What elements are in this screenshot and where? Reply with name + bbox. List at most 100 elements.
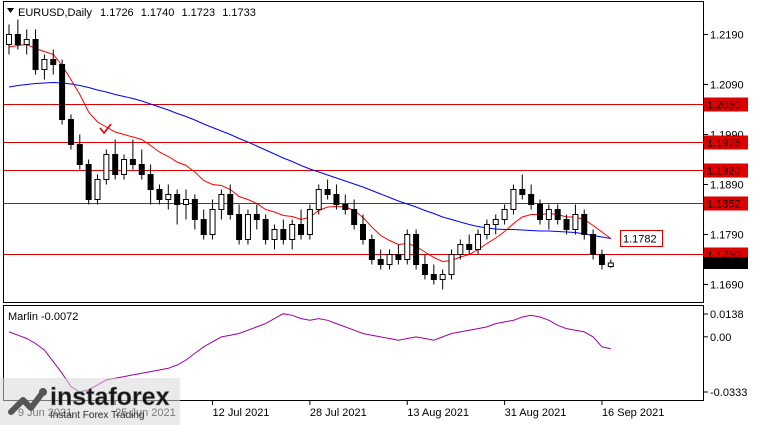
candle-body bbox=[138, 164, 145, 175]
price-tick-label: 1.1790 bbox=[710, 230, 744, 242]
low-value: 1.1723 bbox=[181, 7, 215, 19]
candle-body bbox=[32, 39, 39, 70]
candle-body bbox=[306, 209, 313, 235]
svg-text:EURUSD,Daily 1.1726: EURUSD,Daily 1.1726 1.1740 1.1723 1.1733 bbox=[18, 7, 256, 19]
candle-body bbox=[129, 159, 136, 165]
ma-tag-box bbox=[620, 230, 663, 247]
candle-body bbox=[147, 174, 154, 190]
candle-body bbox=[475, 234, 482, 250]
candle-body bbox=[271, 229, 278, 240]
candle-body bbox=[41, 59, 48, 70]
candle-body bbox=[377, 259, 384, 265]
candle-body bbox=[174, 194, 181, 205]
candle-body bbox=[103, 154, 110, 180]
candle-body bbox=[112, 154, 119, 175]
watermark-backdrop bbox=[0, 378, 180, 425]
candle-body bbox=[351, 209, 358, 225]
candle-body bbox=[404, 234, 411, 260]
candle-body bbox=[554, 209, 561, 220]
watermark-brand: instaforex bbox=[50, 383, 170, 411]
candle-body bbox=[545, 209, 552, 220]
candle-body bbox=[209, 209, 216, 235]
candle-body bbox=[289, 224, 296, 240]
candle-body bbox=[519, 189, 526, 195]
indicator-label: Marlin -0.0072 bbox=[8, 311, 78, 323]
candle-body bbox=[23, 39, 30, 45]
time-tick-label: 31 Aug 2021 bbox=[505, 407, 567, 419]
dropdown-triangle-icon[interactable] bbox=[7, 8, 14, 13]
candle-body bbox=[360, 224, 366, 240]
candle-body bbox=[492, 219, 499, 225]
time-tick-label: 13 Aug 2021 bbox=[407, 407, 469, 419]
price-tick-label: 1.2190 bbox=[710, 30, 744, 42]
candle-body bbox=[528, 194, 535, 205]
candle-body bbox=[94, 179, 101, 200]
candle-body bbox=[439, 274, 446, 280]
candle-body bbox=[386, 254, 393, 265]
candle-body bbox=[85, 164, 92, 200]
ma-tag-label: 1.1782 bbox=[623, 234, 657, 246]
level-tag-label: 1.1920 bbox=[707, 166, 741, 178]
candle-body bbox=[218, 194, 225, 210]
time-tick-label: 28 Jul 2021 bbox=[310, 407, 367, 419]
level-tag bbox=[704, 97, 748, 112]
candle-body bbox=[262, 219, 269, 240]
level-tag-label: 1.1975 bbox=[707, 138, 741, 150]
candle-body bbox=[457, 244, 464, 255]
watermark: instaforex Instant Forex Trading bbox=[0, 378, 180, 425]
candle-body bbox=[395, 254, 402, 260]
candle-body bbox=[607, 262, 614, 267]
candle-body bbox=[50, 59, 57, 65]
candlesticks bbox=[6, 19, 614, 290]
candle-body bbox=[430, 274, 437, 280]
candle-body bbox=[253, 214, 260, 220]
candle-body bbox=[483, 224, 490, 235]
indicator-tick-label: -0.0333 bbox=[710, 387, 747, 399]
candle-body bbox=[14, 34, 21, 45]
watermark-tagline: Instant Forex Trading bbox=[50, 410, 145, 421]
main-panel-frame bbox=[3, 1, 704, 303]
level-tag bbox=[704, 135, 748, 150]
level-tag bbox=[704, 163, 748, 178]
price-tag bbox=[704, 257, 748, 269]
horizontal-levels bbox=[4, 104, 703, 255]
candle-body bbox=[6, 34, 12, 45]
candle-body bbox=[121, 159, 128, 175]
candle-body bbox=[598, 254, 605, 265]
candle-body bbox=[342, 204, 349, 210]
candle-body bbox=[537, 204, 543, 220]
candle-body bbox=[200, 219, 207, 235]
candle-body bbox=[298, 224, 305, 235]
candle-body bbox=[156, 189, 163, 200]
price-tick-label: 1.2090 bbox=[710, 80, 744, 92]
close-value: 1.1733 bbox=[222, 7, 256, 19]
candle-body bbox=[581, 214, 588, 235]
indicator-tick-label: 0.0138 bbox=[710, 309, 744, 321]
candle-body bbox=[368, 239, 375, 260]
indicator-tick-label: 0.00 bbox=[710, 332, 731, 344]
price-tags: 1.20501.19751.19201.18521.17501.17821.17… bbox=[620, 97, 748, 270]
open-value: 1.1726 bbox=[100, 7, 134, 19]
candle-body bbox=[280, 229, 287, 240]
high-value: 1.1740 bbox=[141, 7, 175, 19]
candle-body bbox=[563, 219, 570, 230]
candle-body bbox=[165, 194, 172, 200]
indicator-axis: 0.0138 0.00 -0.0333 bbox=[704, 309, 747, 399]
symbol-title: EURUSD,Daily bbox=[18, 7, 92, 19]
candle-body bbox=[236, 214, 243, 240]
candle-body bbox=[244, 214, 251, 240]
candle-body bbox=[324, 189, 331, 195]
candle-body bbox=[466, 244, 473, 250]
level-tag bbox=[704, 196, 748, 211]
slow-moving-average bbox=[8, 81, 611, 239]
candle-body bbox=[590, 234, 597, 255]
price-tick-label: 1.1890 bbox=[710, 180, 744, 192]
level-tag-label: 1.2050 bbox=[707, 100, 741, 112]
candle-body bbox=[448, 254, 455, 275]
level-tag-label: 1.1852 bbox=[707, 199, 741, 211]
candle-body bbox=[421, 264, 428, 275]
red-checkmark-icon bbox=[99, 123, 112, 135]
candle-body bbox=[227, 194, 234, 215]
candle-body bbox=[333, 194, 340, 205]
chart-header: EURUSD,Daily 1.1726 1.1740 1.1723 1.1733 bbox=[7, 7, 256, 19]
